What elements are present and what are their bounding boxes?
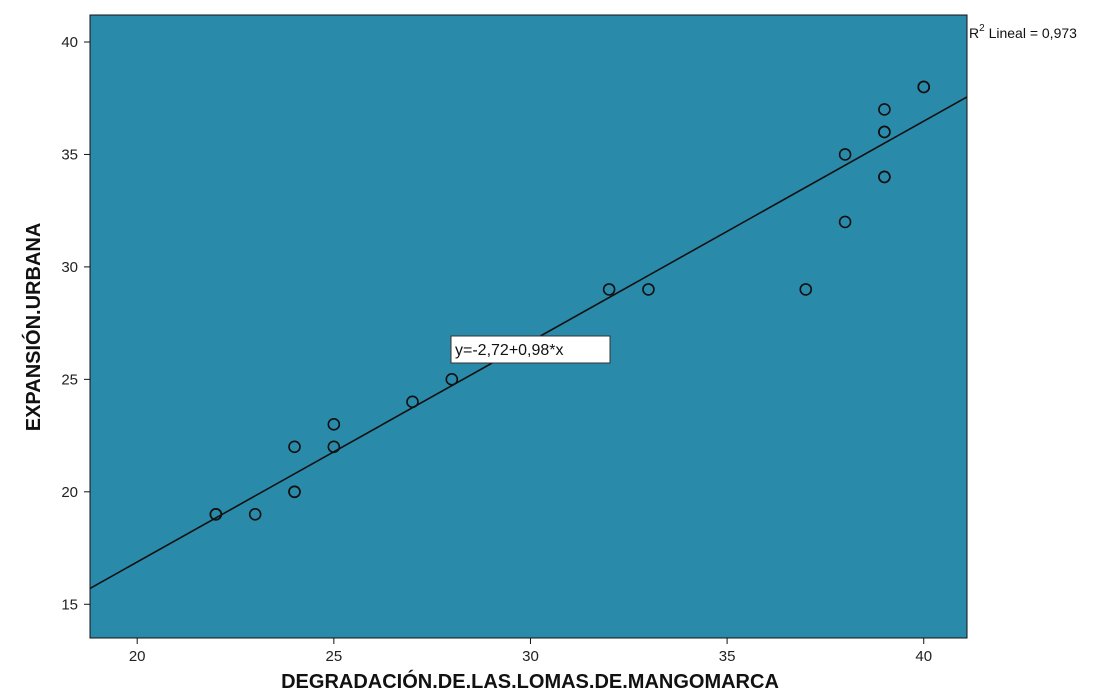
data-point [878,125,891,139]
data-point [288,485,301,499]
data-points [209,80,931,521]
y-tick-label: 20 [61,484,78,501]
y-tick-label: 30 [61,259,78,276]
r2-label: R2 Lineal = 0,973 [969,23,1077,41]
r2-value: Lineal = 0,973 [985,25,1077,41]
data-point [838,148,852,161]
data-point [327,418,341,431]
data-point [406,395,419,409]
data-point [878,170,891,184]
y-tick-label: 25 [61,371,78,388]
x-tick-label: 35 [719,648,736,665]
x-axis-title: DEGRADACIÓN.DE.LAS.LOMAS.DE.MANGOMARCA [281,669,779,693]
data-point [917,80,931,94]
data-point [445,373,459,386]
data-point [209,507,223,521]
data-point [838,215,852,229]
data-point [602,283,616,296]
x-tick-label: 30 [522,648,539,665]
y-axis-ticks: 15 20 25 30 35 40 [61,34,90,613]
fit-equation-label: y=-2,72+0,98*x [455,342,564,359]
y-axis-title: EXPANSIÓN.URBANA [21,223,45,432]
x-axis-ticks: 20 25 30 35 40 [129,638,932,665]
data-point [799,283,813,296]
x-tick-label: 25 [325,648,342,665]
equation-box-frame [450,335,611,364]
data-point [642,283,655,296]
r2-superscript: 2 [979,23,985,34]
data-point [878,103,891,116]
x-tick-label: 40 [915,648,932,665]
y-tick-label: 35 [61,146,78,163]
r2-letter: R [969,25,979,41]
x-tick-label: 20 [129,648,146,665]
data-point [327,440,341,454]
y-tick-label: 15 [61,596,78,613]
plot-area [89,14,968,639]
data-point [248,507,262,521]
data-point [288,440,301,454]
y-tick-label: 40 [61,34,78,51]
equation-box: y=-2,72+0,98*x [450,335,611,364]
